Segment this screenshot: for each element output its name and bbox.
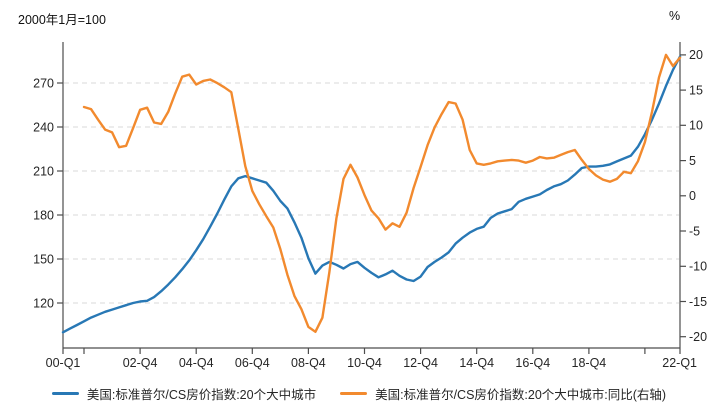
left-axis-tick-label: 150 [33,252,54,266]
hpi-yoy-line [82,53,682,333]
right-axis-tick-label: 10 [689,119,703,133]
right-axis-tick-label: -10 [689,260,707,274]
x-axis-tick-label: 22-Q1 [662,356,697,370]
legend: 美国:标准普尔/CS房价指数:20个大中城市 美国:标准普尔/CS房价指数:20… [0,384,718,403]
right-axis-tick-label: -20 [689,330,707,344]
right-axis-unit-label: % [669,9,681,23]
x-axis-tick-label: 10-Q4 [347,356,382,370]
x-axis-tick-label: 08-Q4 [291,356,326,370]
right-axis-tick-label: 15 [689,83,703,97]
left-axis-tick-label: 240 [33,120,54,134]
x-axis-tick-label: 02-Q4 [123,356,158,370]
left-axis-tick-label: 120 [33,296,54,310]
legend-label-index: 美国:标准普尔/CS房价指数:20个大中城市 [86,388,317,402]
x-axis-tick-label: 06-Q4 [235,356,270,370]
left-axis-tick-label: 270 [33,76,54,90]
left-axis-tick-label: 210 [33,164,54,178]
right-axis-tick-label: 20 [689,48,703,62]
legend-swatch-yoy [340,391,368,396]
right-axis-tick-label: 0 [689,189,696,203]
right-axis-tick-label: -5 [689,224,700,238]
legend-label-yoy: 美国:标准普尔/CS房价指数:20个大中城市:同比(右轴) [375,388,667,402]
x-axis-tick-label: 14-Q4 [459,356,494,370]
x-axis-tick-label: 18-Q4 [572,356,607,370]
hpi-index-line [61,55,682,334]
legend-item-index: 美国:标准普尔/CS房价指数:20个大中城市 [51,384,317,403]
right-axis-tick-label: -15 [689,295,707,309]
legend-swatch-index [51,391,79,396]
right-axis-tick-label: 5 [689,154,696,168]
x-axis-tick-label: 12-Q4 [403,356,438,370]
x-axis-tick-label: 00-Q1 [46,356,81,370]
x-axis-tick-label: 04-Q4 [179,356,214,370]
legend-item-yoy: 美国:标准普尔/CS房价指数:20个大中城市:同比(右轴) [340,384,666,403]
left-axis-tick-label: 180 [33,208,54,222]
x-axis-tick-label: 16-Q4 [515,356,550,370]
line-chart: 120 150 180 210 240 270 20 15 10 5 0 -5 -10 -15 -20 00-… [33,42,707,370]
left-axis-unit-label: 2000年1月=100 [18,13,106,27]
